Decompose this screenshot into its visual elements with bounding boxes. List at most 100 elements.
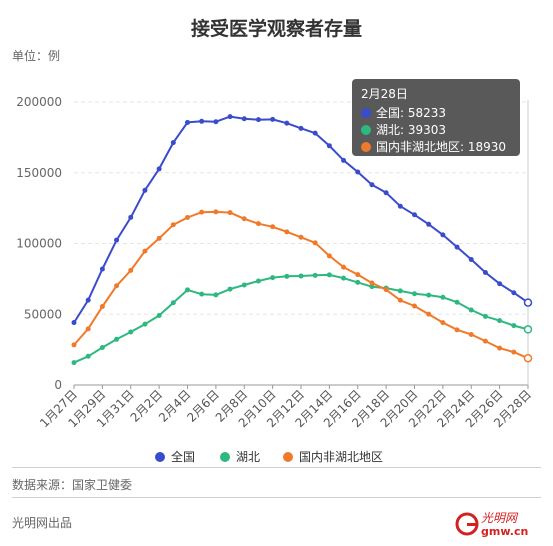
legend-item-hubei[interactable]: 湖北	[220, 448, 260, 465]
data-point	[142, 321, 148, 327]
data-point	[170, 140, 176, 146]
y-tick-label: 0	[54, 378, 62, 392]
data-point	[213, 119, 219, 125]
data-point	[369, 280, 375, 286]
y-tick-label: 50000	[24, 307, 62, 321]
data-point	[128, 329, 134, 335]
data-point	[241, 116, 247, 122]
data-point	[85, 326, 91, 332]
svg-text:gmw.cn: gmw.cn	[481, 525, 528, 538]
data-point	[114, 336, 120, 342]
data-point	[284, 273, 290, 279]
data-point	[170, 300, 176, 306]
legend-item-non-hubei[interactable]: 国内非湖北地区	[283, 448, 383, 465]
data-point	[241, 216, 247, 222]
tooltip-row-hubei: 湖北: 39303	[361, 121, 446, 138]
line-chart: 0500001000001500002000001月27日1月29日1月31日2…	[16, 95, 534, 430]
series-line	[73, 210, 529, 360]
data-point	[128, 214, 134, 220]
data-point	[185, 119, 190, 125]
data-point	[71, 320, 77, 326]
publisher: 光明网出品	[12, 516, 73, 530]
data-point	[114, 283, 120, 289]
data-point	[99, 345, 105, 351]
data-point	[170, 222, 176, 228]
data-point	[255, 278, 261, 284]
data-point	[213, 292, 219, 298]
data-point	[326, 143, 332, 149]
data-point	[142, 248, 148, 254]
data-point	[185, 287, 190, 293]
data-point	[440, 232, 446, 238]
divider	[12, 497, 541, 498]
data-point	[270, 275, 276, 281]
tooltip-row-non-hubei: 国内非湖北地区: 18930	[361, 138, 506, 155]
data-point	[497, 345, 503, 351]
data-point	[497, 281, 503, 287]
data-point	[241, 282, 247, 288]
tooltip-dot-icon	[361, 124, 371, 135]
chart-title: 接受医学观察者存量	[190, 18, 362, 40]
data-point	[383, 190, 389, 196]
legend-label: 全国	[171, 450, 196, 464]
data-point	[341, 275, 347, 281]
data-point	[270, 116, 276, 122]
y-tick-label: 100000	[16, 237, 62, 251]
data-point	[511, 349, 517, 355]
data-point	[85, 297, 91, 303]
data-point	[482, 338, 488, 344]
gmw-logo: 光明网 gmw.cn	[455, 511, 528, 538]
data-point	[284, 120, 290, 126]
tooltip-dot-icon	[361, 107, 371, 118]
tooltip-row-national: 全国: 58233	[361, 104, 446, 121]
y-tick-label: 150000	[16, 166, 62, 180]
data-point	[412, 212, 417, 218]
data-point	[71, 360, 77, 366]
data-point	[255, 117, 261, 123]
data-point	[482, 313, 488, 319]
data-point	[397, 297, 403, 303]
legend-item-national[interactable]: 全国	[155, 448, 195, 465]
data-point	[326, 272, 332, 278]
data-point	[270, 224, 276, 230]
tooltip-dot-icon	[361, 141, 371, 152]
tooltip-date: 2月28日	[361, 87, 408, 101]
data-point	[142, 187, 148, 193]
data-point	[255, 221, 261, 227]
legend-dot-icon	[155, 451, 165, 462]
data-point	[156, 235, 162, 241]
y-tick-label: 200000	[16, 95, 62, 109]
data-point	[312, 272, 318, 278]
tooltip-national-value: 全国: 58233	[376, 106, 447, 120]
data-point	[454, 244, 460, 250]
legend-dot-icon	[220, 451, 230, 462]
data-point	[426, 221, 432, 227]
data-point	[355, 279, 361, 285]
data-point	[85, 353, 91, 359]
data-point	[312, 130, 318, 136]
chart-legend: 全国 湖北 国内非湖北地区	[0, 448, 553, 466]
data-point	[355, 272, 361, 278]
data-point	[341, 264, 347, 270]
data-point	[199, 118, 205, 124]
legend-dot-icon	[283, 451, 293, 462]
data-point	[468, 307, 474, 313]
tooltip: 2月28日 全国: 58233 湖北: 39303 国内非湖北地区: 18930	[352, 79, 520, 156]
data-point	[227, 114, 233, 120]
data-point	[369, 284, 375, 290]
data-point	[71, 342, 77, 348]
data-point	[383, 287, 389, 293]
data-point	[523, 353, 533, 363]
data-point	[199, 209, 205, 215]
data-point	[412, 303, 417, 309]
data-point	[156, 166, 162, 172]
tooltip-hubei-value: 湖北: 39303	[376, 123, 447, 137]
unit-label: 单位：例	[12, 49, 61, 63]
data-point	[412, 291, 417, 297]
data-point	[341, 157, 347, 163]
data-point	[440, 294, 446, 300]
divider	[12, 467, 541, 468]
data-point	[511, 323, 517, 329]
data-point	[114, 237, 120, 243]
data-point	[468, 331, 474, 337]
